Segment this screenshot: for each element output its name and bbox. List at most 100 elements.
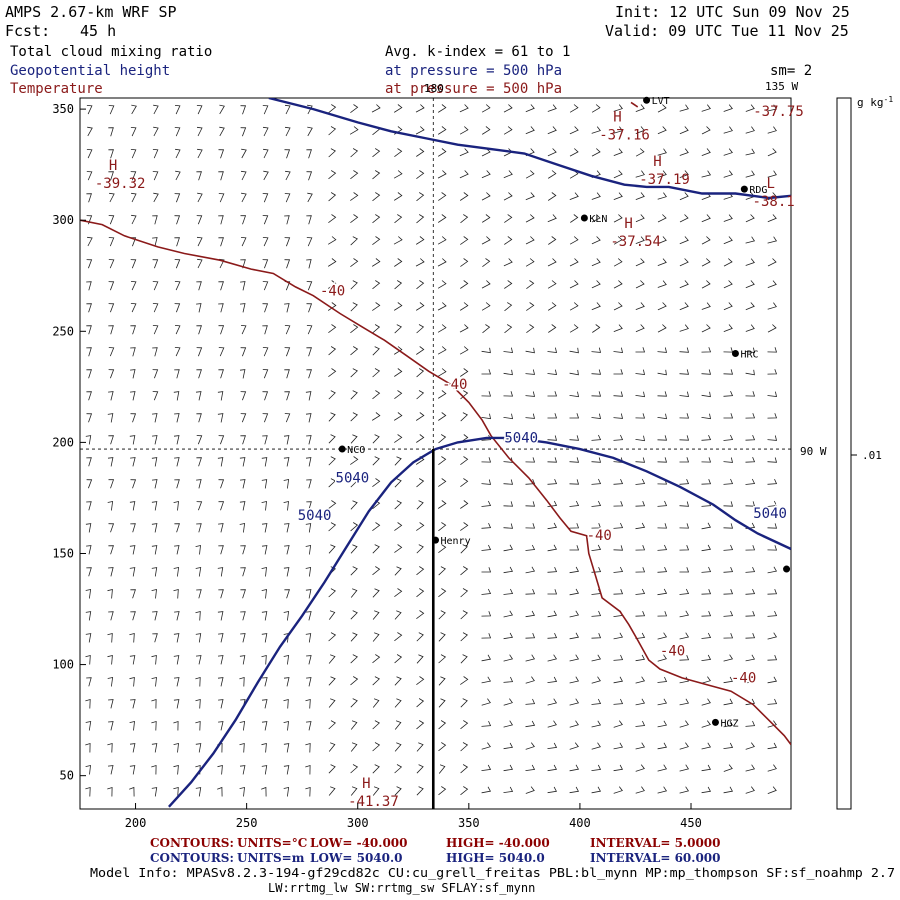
extremum-letter: H — [109, 158, 117, 174]
wind-barb — [393, 104, 403, 113]
wind-barb — [371, 258, 381, 267]
wind-barb — [745, 148, 756, 156]
wind-barb — [87, 126, 93, 137]
wind-barb — [591, 126, 601, 134]
wind-barb — [261, 500, 267, 511]
wind-barb — [438, 544, 447, 554]
wind-barb — [679, 413, 690, 419]
wind-barb — [460, 258, 469, 267]
wind-barb — [240, 611, 246, 621]
wind-barb — [284, 545, 290, 555]
wind-barb — [284, 259, 291, 269]
height-contour — [168, 436, 791, 808]
wind-barb — [657, 347, 668, 353]
station-dot — [783, 565, 791, 573]
wind-barb — [437, 302, 447, 311]
wind-barb — [327, 302, 337, 311]
wind-barb — [591, 192, 601, 200]
wind-barb — [481, 391, 492, 397]
wind-barb — [217, 764, 223, 775]
wind-barb — [459, 126, 469, 135]
wind-barb — [372, 324, 381, 334]
wind-barb — [767, 698, 778, 705]
wind-barb — [613, 413, 624, 419]
wind-barb — [547, 632, 558, 639]
wind-barb — [460, 478, 469, 488]
wind-barb — [701, 698, 711, 706]
wind-barb — [283, 743, 290, 753]
wind-barb — [635, 170, 645, 178]
wind-barb — [657, 258, 667, 266]
wind-barb — [438, 654, 447, 664]
wind-barb — [174, 325, 181, 335]
wind-barb — [350, 654, 358, 664]
wind-barb — [108, 171, 114, 181]
wind-barb — [569, 104, 579, 113]
wind-barb — [745, 280, 755, 289]
wind-barb — [547, 457, 558, 463]
wind-barb — [657, 369, 667, 376]
wind-barb — [459, 192, 469, 201]
wind-barb — [108, 611, 114, 621]
wind-barb — [416, 214, 425, 224]
wind-barb — [591, 369, 602, 375]
station-dot — [580, 214, 588, 222]
wind-barb — [218, 193, 225, 203]
wind-barb — [591, 676, 601, 684]
forecast-value: 45 h — [80, 22, 116, 40]
wind-barb — [547, 435, 558, 441]
wind-barb — [438, 676, 446, 686]
wind-barb — [745, 566, 756, 573]
wind-barb — [218, 479, 225, 489]
wind-barb — [767, 478, 778, 485]
wind-barb — [723, 258, 733, 267]
wind-barb — [745, 214, 755, 223]
wind-barb — [723, 302, 733, 311]
station-dot — [432, 536, 439, 544]
wind-barb — [283, 677, 290, 687]
wind-barb — [174, 303, 181, 313]
wind-barb — [591, 610, 602, 617]
wind-barb — [481, 434, 492, 441]
wind-barb — [613, 698, 624, 705]
wind-barb — [569, 435, 580, 441]
wind-barb — [679, 655, 690, 661]
wind-barb — [503, 786, 514, 793]
wind-barb — [305, 698, 311, 709]
wind-barb — [240, 567, 246, 577]
wind-barb — [635, 764, 645, 772]
wind-barb — [701, 214, 711, 223]
wind-barb — [503, 391, 514, 397]
wind-barb — [481, 633, 492, 639]
wind-barb — [350, 214, 359, 224]
x-tick-label: 300 — [347, 816, 369, 830]
wind-barb — [767, 676, 778, 684]
footer-temp-interval: INTERVAL= 5.0000 — [590, 836, 721, 850]
wind-barb — [283, 654, 290, 665]
wind-barb — [307, 192, 313, 203]
wind-barb — [218, 237, 224, 247]
wind-barb — [657, 214, 667, 223]
wind-barb — [350, 610, 358, 620]
footer-height-contours: CONTOURS: — [150, 851, 234, 865]
contour-label: -40 — [660, 644, 685, 660]
wind-barb — [261, 654, 267, 665]
wind-barb — [701, 126, 711, 135]
wind-barb — [547, 170, 557, 179]
wind-barb — [350, 478, 358, 488]
wind-barb — [394, 742, 402, 752]
wind-barb — [569, 302, 579, 311]
wind-barb — [129, 786, 135, 797]
wind-barb — [284, 193, 291, 203]
wind-barb — [701, 479, 712, 485]
wind-barb — [262, 677, 268, 687]
wind-barb — [481, 567, 492, 573]
wind-barb — [767, 566, 778, 574]
wind-barb — [767, 369, 778, 375]
wind-barb — [416, 324, 425, 334]
wind-barb — [240, 545, 246, 555]
wind-barb — [701, 302, 711, 310]
wind-barb — [86, 303, 92, 313]
wind-barb — [745, 434, 756, 441]
wind-barb — [679, 501, 690, 507]
